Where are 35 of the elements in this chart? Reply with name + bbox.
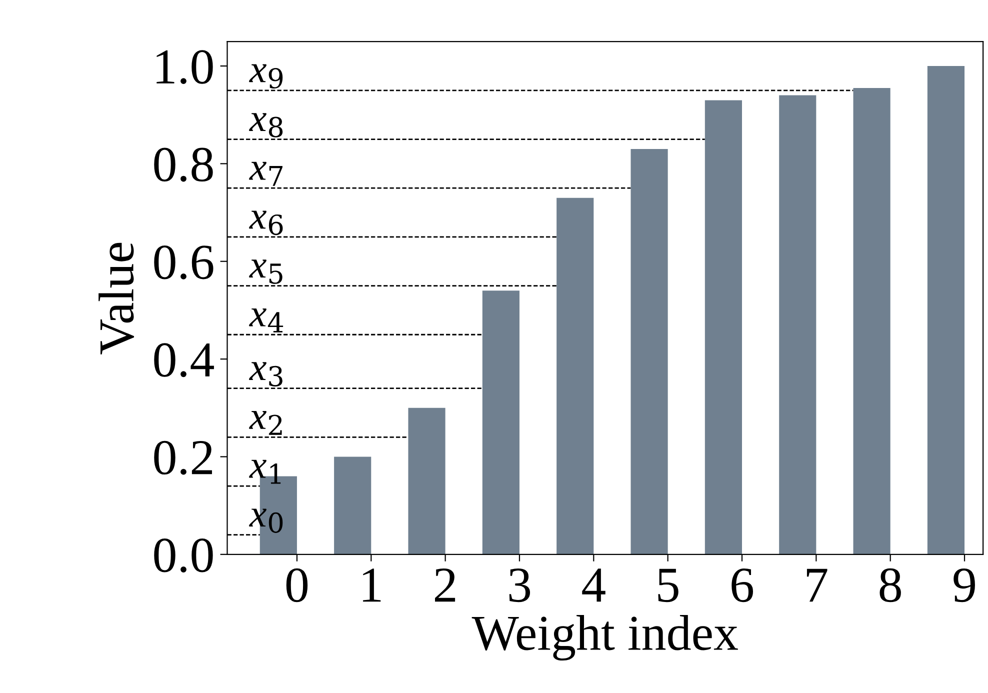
bar bbox=[334, 456, 372, 554]
x-tick-label: 5 bbox=[658, 568, 678, 602]
x-tick-label: 9 bbox=[954, 568, 975, 602]
bar bbox=[704, 100, 742, 554]
y-tick-label: 0.0 bbox=[154, 538, 213, 572]
bar bbox=[408, 408, 446, 554]
y-tick-label: 0.6 bbox=[154, 245, 214, 280]
x-tick-label: 3 bbox=[509, 568, 530, 602]
bar bbox=[630, 149, 668, 554]
x-tick-label: 7 bbox=[806, 568, 828, 602]
x-tick-label: 2 bbox=[435, 568, 456, 602]
ref-line-label: x$_{3}$ bbox=[249, 362, 282, 386]
x-tick-label: 6 bbox=[732, 568, 754, 602]
ref-line-label: x$_{4}$ bbox=[249, 308, 284, 332]
bar bbox=[853, 88, 890, 554]
x-tick-label: 1 bbox=[363, 568, 381, 602]
y-axis-title: Value bbox=[98, 242, 134, 354]
ref-line-label: x$_{9}$ bbox=[249, 64, 283, 89]
ref-line-label: x$_{6}$ bbox=[249, 210, 283, 236]
x-axis-title: Weight index bbox=[472, 615, 738, 661]
ref-line-label: x$_{8}$ bbox=[249, 113, 283, 138]
ref-line-label: x$_{7}$ bbox=[249, 162, 282, 186]
bar bbox=[927, 66, 965, 554]
x-tick-label: 8 bbox=[880, 568, 901, 602]
ref-line-label: x$_{5}$ bbox=[249, 260, 282, 284]
y-tick-label: 0.8 bbox=[154, 148, 213, 182]
y-tick-label: 0.4 bbox=[154, 343, 214, 378]
ref-line-label: x$_{2}$ bbox=[249, 411, 282, 435]
y-tick-label: 0.2 bbox=[154, 440, 212, 475]
y-tick-label: 1.0 bbox=[156, 50, 213, 84]
bar bbox=[482, 290, 520, 554]
x-tick-label: 0 bbox=[286, 568, 308, 602]
bar bbox=[779, 95, 816, 554]
bar bbox=[556, 198, 594, 554]
x-tick-label: 4 bbox=[582, 568, 606, 602]
